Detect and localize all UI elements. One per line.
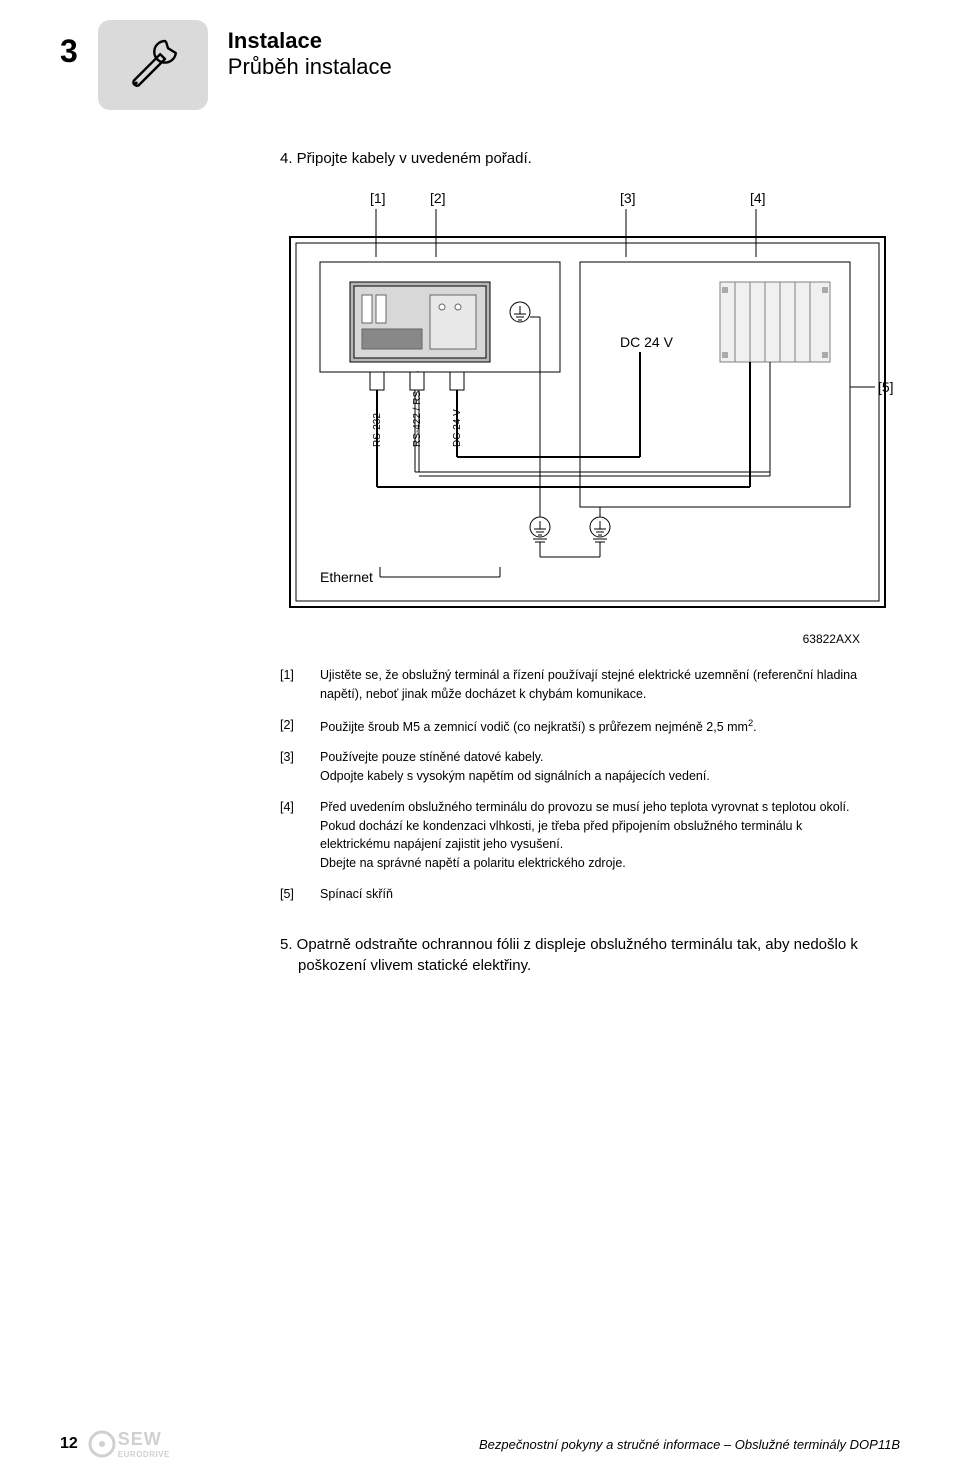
header-text: Instalace Průběh instalace [228, 28, 392, 80]
legend-text: Spínací skříň [320, 885, 870, 904]
legend-row: [5] Spínací skříň [280, 885, 870, 904]
callout-4: [4] [750, 190, 766, 206]
wrench-icon-badge [98, 20, 208, 110]
step-4-text: 4. Připojte kabely v uvedeném pořadí. [280, 150, 870, 167]
step-5-text: 5. Opatrně odstraňte ochrannou fólii z d… [280, 934, 870, 976]
legend-row: [3] Používejte pouze stíněné datové kabel… [280, 748, 870, 786]
header-title: Instalace [228, 28, 392, 54]
page-header: 3 Instalace Průběh instalace [60, 20, 900, 110]
plc-unit [720, 282, 830, 362]
callout-3: [3] [620, 190, 636, 206]
legend-row: [1] Ujistěte se, že obslužný terminál a ř… [280, 666, 870, 704]
footer-text: Bezpečnostní pokyny a stručné informace … [479, 1437, 900, 1452]
callout-5: [5] [878, 379, 894, 395]
legend-row: [2] Použijte šroub M5 a zemnicí vodič (co… [280, 716, 870, 737]
legend-key: [1] [280, 666, 304, 704]
legend-text: Používejte pouze stíněné datové kabely.O… [320, 748, 870, 786]
legend-table: [1] Ujistěte se, že obslužný terminál a ř… [280, 666, 870, 904]
legend-key: [4] [280, 798, 304, 873]
diagram-code: 63822AXX [280, 632, 860, 646]
legend-text: Před uvedením obslužného terminálu do pr… [320, 798, 870, 873]
legend-text: Ujistěte se, že obslužný terminál a říze… [320, 666, 870, 704]
header-subtitle: Průběh instalace [228, 54, 392, 80]
legend-row: [4] Před uvedením obslužného terminálu do… [280, 798, 870, 873]
sew-logo: SEW EURODRIVE [88, 1429, 170, 1459]
sew-logo-icon [88, 1430, 116, 1458]
wiring-diagram: [1] [2] [3] [4] [5] [280, 187, 870, 620]
legend-text: Použijte šroub M5 a zemnicí vodič (co ne… [320, 716, 870, 737]
page-number: 12 [60, 1435, 78, 1453]
legend-key: [2] [280, 716, 304, 737]
dc-label: DC 24 V [620, 334, 674, 350]
section-number: 3 [60, 35, 78, 67]
legend-key: [5] [280, 885, 304, 904]
callout-1: [1] [370, 190, 386, 206]
page-footer: 12 SEW EURODRIVE Bezpečnostní pokyny a s… [60, 1429, 900, 1459]
legend-key: [3] [280, 748, 304, 786]
wrench-icon [123, 35, 183, 95]
ethernet-label: Ethernet [320, 569, 373, 585]
callout-2: [2] [430, 190, 446, 206]
